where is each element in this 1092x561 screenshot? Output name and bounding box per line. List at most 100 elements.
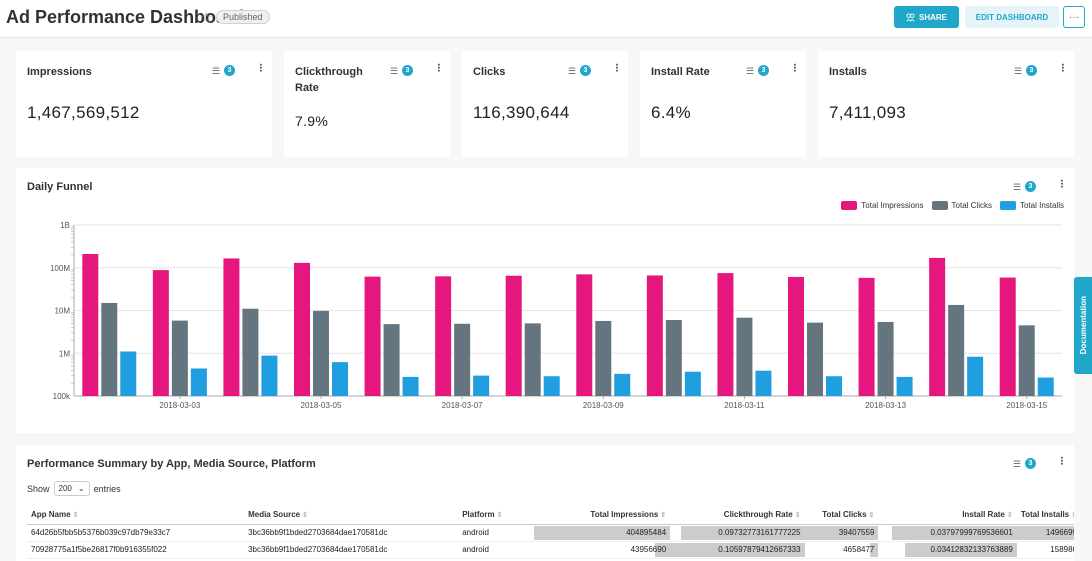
app-name-cell: 70928775a1f5be26817f0b916355f022	[27, 541, 245, 559]
cell-value: 0.03412832133763889	[930, 545, 1013, 554]
bar-total-installs	[402, 376, 419, 396]
chart-legend: Total Impressions Total Clicks Total Ins…	[841, 201, 1064, 210]
x-tick-label: 2018-03-15	[1006, 401, 1047, 410]
filter-count: 3	[402, 65, 413, 76]
share-button[interactable]: SHARE	[894, 6, 959, 28]
bar-total-clicks	[313, 310, 329, 396]
filter-count: 3	[1025, 181, 1036, 192]
filter-indicator[interactable]: ☰ 3	[568, 65, 591, 76]
column-header-install-rate[interactable]: Install Rate ⇕	[878, 506, 1017, 525]
filter-indicator[interactable]: ☰ 3	[746, 65, 769, 76]
bar-total-installs	[967, 356, 984, 396]
bar-total-installs	[120, 351, 137, 396]
bar-total-impressions	[717, 273, 734, 396]
column-header-label: Total Clicks	[822, 510, 867, 520]
cell-bar	[655, 542, 671, 557]
legend-item[interactable]: Total Installs	[999, 201, 1064, 210]
column-header-total-impressions[interactable]: Total Impressions ⇕	[533, 506, 671, 525]
cell-value: 3bc36bb9f1bded2703684dae170581dc	[248, 528, 388, 537]
cell-value: 158986	[1050, 545, 1074, 554]
kpi-title: Install Rate	[651, 66, 710, 78]
column-header-label: App Name	[31, 510, 71, 520]
sort-icon: ⇕	[72, 512, 79, 520]
filter-indicator[interactable]: ☰ 3	[390, 65, 413, 76]
filter-indicator[interactable]: ☰ 3	[1013, 181, 1036, 192]
card-menu-icon[interactable]: ···	[1055, 456, 1069, 465]
filter-indicator[interactable]: ☰ 3	[1014, 65, 1037, 76]
total-clicks-cell: 4658477	[804, 541, 879, 559]
card-menu-icon[interactable]: ···	[788, 63, 802, 72]
bar-total-impressions	[82, 253, 99, 396]
bar-total-installs	[261, 355, 278, 396]
y-tick-label: 100k	[53, 392, 71, 401]
bar-total-clicks	[877, 321, 894, 396]
bar-total-installs	[896, 376, 913, 396]
page-title: Ad Performance Dashboard	[6, 7, 245, 27]
more-options-button[interactable]: ···	[1063, 6, 1085, 28]
filter-count: 3	[1026, 65, 1037, 76]
cell-bar	[533, 525, 671, 540]
bar-total-impressions	[646, 275, 663, 396]
kpi-value: 1,467,569,512	[27, 103, 140, 122]
bar-total-clicks	[736, 317, 753, 396]
kpi-title: Impressions	[27, 66, 92, 78]
chart-title: Daily Funnel	[27, 181, 93, 193]
bar-total-clicks	[524, 323, 541, 396]
filter-icon: ☰	[1013, 181, 1022, 192]
legend-item[interactable]: Total Clicks	[931, 201, 992, 210]
legend-item[interactable]: Total Impressions	[841, 201, 924, 210]
card-menu-icon[interactable]: ···	[1055, 179, 1069, 188]
kpi-card-install-rate: Install Rate ☰ 3 ··· 6.4%	[640, 51, 806, 157]
install-rate-cell: 0.03412832133763889	[878, 541, 1017, 559]
column-header-app-name[interactable]: App Name ⇕	[27, 506, 245, 525]
bar-total-clicks	[948, 304, 965, 396]
card-menu-icon[interactable]: ···	[432, 63, 446, 72]
column-header-clickthrough-rate[interactable]: Clickthrough Rate ⇕	[670, 506, 805, 525]
bar-total-impressions	[294, 262, 310, 396]
legend-label: Total Installs	[1019, 201, 1064, 210]
bar-total-installs	[473, 375, 490, 396]
bar-total-impressions	[152, 270, 169, 396]
cell-value: 39407559	[838, 528, 875, 537]
x-tick-label: 2018-03-07	[442, 401, 483, 410]
cell-bar	[1016, 525, 1074, 540]
cell-value: android	[462, 528, 489, 537]
legend-label: Total Impressions	[861, 201, 924, 210]
column-header-platform[interactable]: Platform ⇕	[458, 506, 534, 525]
cell-bar	[804, 525, 879, 540]
cell-value: android	[462, 545, 489, 554]
bar-total-impressions	[505, 275, 522, 396]
filter-indicator[interactable]: ☰ 3	[212, 65, 235, 76]
dashboard-header: Ad Performance Dashboard ☆ Published SHA…	[0, 0, 1092, 38]
card-menu-icon[interactable]: ···	[610, 63, 624, 72]
column-header-label: Clickthrough Rate	[723, 510, 793, 520]
y-tick-label: 100M	[50, 264, 70, 273]
sort-icon: ⇕	[302, 512, 308, 520]
media-source-cell: 3bc36bb9f1bded2703684dae170581dc	[244, 524, 459, 542]
table-row: 64d26b5fbb5b5376b039c97db79e33c7 3bc36bb9…	[27, 524, 1074, 542]
documentation-label: Documentation	[1078, 296, 1088, 355]
kpi-card-clicks: Clicks ☰ 3 ··· 116,390,644	[462, 51, 628, 157]
filter-icon: ☰	[390, 65, 399, 76]
column-header-total-clicks[interactable]: Total Clicks ⇕	[804, 506, 879, 525]
filter-icon: ☰	[212, 65, 221, 76]
filter-indicator[interactable]: ☰ 3	[1013, 458, 1036, 469]
entries-label: entries	[93, 483, 121, 494]
x-tick-label: 2018-03-11	[724, 401, 765, 410]
column-header-total-installs[interactable]: Total Installs⇕	[1016, 506, 1074, 525]
column-header-media-source[interactable]: Media Source ⇕	[244, 506, 459, 525]
entries-select[interactable]: 200 ⌄	[53, 481, 90, 496]
share-label: SHARE	[918, 12, 947, 22]
entries-value: 200	[58, 484, 72, 493]
kpi-value: 7.9%	[295, 113, 329, 129]
filter-count: 3	[758, 65, 769, 76]
card-menu-icon[interactable]: ···	[254, 63, 268, 72]
edit-dashboard-button[interactable]: EDIT DASHBOARD	[965, 6, 1059, 28]
star-icon[interactable]: ☆	[200, 9, 213, 25]
total-installs-cell: 1496699	[1016, 524, 1074, 542]
documentation-tab[interactable]: Documentation	[1074, 277, 1092, 374]
bar-total-clicks	[454, 323, 471, 396]
clickthrough-rate-cell: 0.10597879412667333	[670, 541, 805, 559]
y-tick-label: 1M	[59, 349, 70, 358]
card-menu-icon[interactable]: ···	[1056, 63, 1070, 72]
